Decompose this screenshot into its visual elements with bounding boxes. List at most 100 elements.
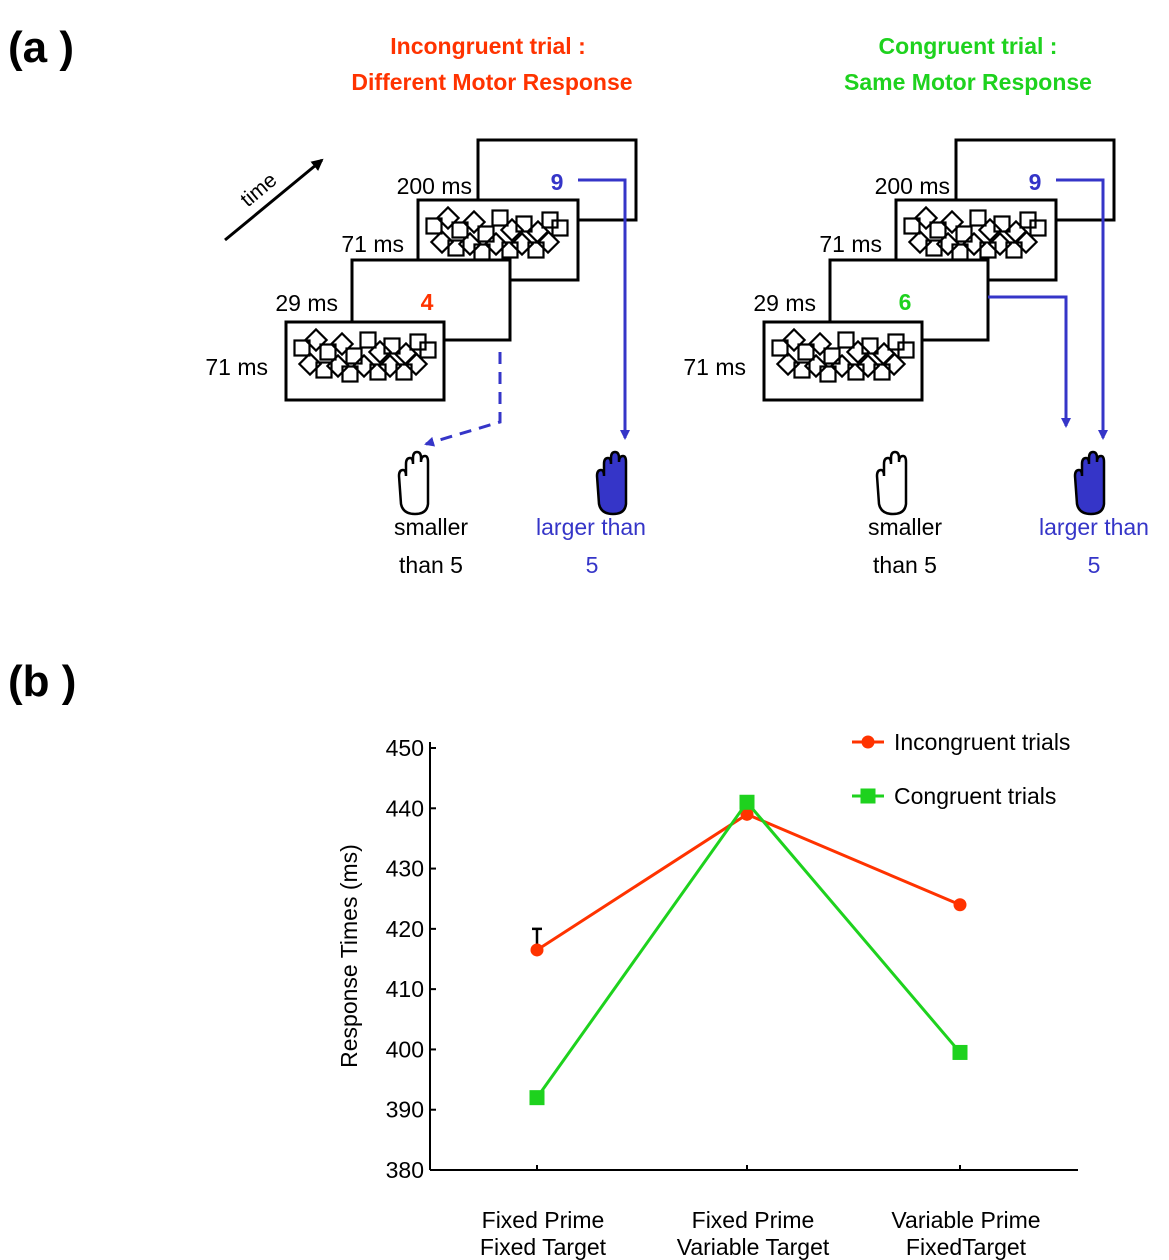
mask-shape bbox=[993, 215, 1011, 233]
response-left-line1: smaller bbox=[868, 514, 942, 540]
data-point bbox=[739, 794, 755, 810]
duration-mask1: 71 ms bbox=[683, 354, 746, 380]
mask-shape bbox=[395, 363, 413, 381]
y-axis-ticks: 380 390 400 410 420 430 440 450 bbox=[386, 735, 436, 1183]
x-tick-label: Fixed Prime bbox=[692, 1207, 815, 1233]
chart-series bbox=[529, 794, 968, 1106]
duration-mask2: 71 ms bbox=[341, 231, 404, 257]
incongruent-title-line1: Incongruent trial : bbox=[390, 33, 586, 59]
x-tick-label: Fixed Target bbox=[480, 1234, 607, 1260]
mask-shape bbox=[819, 365, 837, 383]
duration-target: 200 ms bbox=[397, 173, 472, 199]
duration-prime: 29 ms bbox=[275, 290, 338, 316]
mask-shape bbox=[881, 351, 907, 377]
x-tick-label: Variable Target bbox=[677, 1234, 830, 1260]
response-right-line2: 5 bbox=[1088, 552, 1101, 578]
response-left-line1: smaller bbox=[394, 514, 468, 540]
mask-shape bbox=[477, 225, 495, 243]
data-point bbox=[953, 898, 967, 912]
prime-response-arrow bbox=[424, 352, 502, 447]
mask-shape bbox=[345, 347, 363, 365]
legend-marker bbox=[861, 735, 875, 749]
data-point bbox=[740, 807, 754, 821]
mask-shape bbox=[969, 209, 987, 227]
prime-response-arrow bbox=[988, 295, 1071, 428]
congruent-title-line2: Same Motor Response bbox=[844, 69, 1092, 95]
legend-marker bbox=[860, 788, 876, 804]
response-right-line2: 5 bbox=[586, 552, 599, 578]
mask-shape bbox=[797, 343, 815, 361]
panel-a-label: (a ) bbox=[8, 23, 74, 72]
incongruent-title-line2: Different Motor Response bbox=[351, 69, 632, 95]
mask-shape bbox=[987, 231, 1013, 257]
target-response-arrow bbox=[578, 178, 630, 440]
mask-shape bbox=[451, 221, 469, 239]
time-label: time bbox=[236, 168, 281, 211]
mask-shape bbox=[527, 241, 545, 259]
mask2-pattern bbox=[425, 205, 569, 261]
duration-target: 200 ms bbox=[875, 173, 950, 199]
mask-shape bbox=[955, 225, 973, 243]
duration-mask1: 71 ms bbox=[205, 354, 268, 380]
mask-shape bbox=[403, 351, 429, 377]
mask-shape bbox=[491, 209, 509, 227]
mask-shape bbox=[377, 353, 403, 379]
mask-shape bbox=[929, 221, 947, 239]
prime-digit: 6 bbox=[899, 289, 912, 315]
panel-b-label: (b ) bbox=[8, 657, 76, 706]
chart-legend: Incongruent trials Congruent trials bbox=[852, 729, 1070, 809]
data-point bbox=[952, 1044, 968, 1060]
mask-shape bbox=[319, 343, 337, 361]
x-tick-label: Fixed Prime bbox=[482, 1207, 605, 1233]
legend-label: Incongruent trials bbox=[894, 729, 1070, 755]
y-tick-label: 400 bbox=[386, 1036, 424, 1062]
time-arrow bbox=[224, 158, 324, 242]
incongruent-sequence: 9 200 ms 71 ms 4 29 ms 71 ms smaller tha… bbox=[205, 138, 646, 578]
mask-shape bbox=[419, 341, 437, 359]
mask-shape bbox=[861, 337, 879, 355]
mask-shape bbox=[771, 339, 789, 357]
mask-shape bbox=[351, 353, 377, 379]
mask1-pattern bbox=[293, 327, 437, 383]
mask-shape bbox=[293, 339, 311, 357]
right-hand-icon bbox=[595, 450, 628, 516]
target-digit: 9 bbox=[1029, 169, 1042, 195]
mask-shape bbox=[483, 231, 509, 257]
duration-mask2: 71 ms bbox=[819, 231, 882, 257]
target-digit: 9 bbox=[551, 169, 564, 195]
mask-shape bbox=[873, 363, 891, 381]
mask-shape bbox=[1013, 229, 1039, 255]
series-line bbox=[535, 799, 962, 1099]
right-hand-icon bbox=[1073, 450, 1106, 516]
mask-shape bbox=[535, 229, 561, 255]
legend-label: Congruent trials bbox=[894, 783, 1056, 809]
mask-shape bbox=[297, 351, 323, 377]
mask-shape bbox=[341, 365, 359, 383]
mask-shape bbox=[515, 215, 533, 233]
mask-shape bbox=[837, 331, 855, 349]
y-tick-label: 390 bbox=[386, 1097, 424, 1123]
left-hand-icon bbox=[875, 450, 908, 516]
mask-shape bbox=[829, 353, 855, 379]
mask-shape bbox=[383, 337, 401, 355]
x-tick-label: FixedTarget bbox=[906, 1234, 1027, 1260]
congruent-sequence: 9 200 ms 71 ms 6 29 ms 71 ms smaller tha… bbox=[683, 138, 1149, 578]
prime-digit: 4 bbox=[421, 289, 434, 315]
congruent-title-line1: Congruent trial : bbox=[879, 33, 1058, 59]
series-line bbox=[536, 812, 961, 952]
mask-shape bbox=[903, 217, 921, 235]
x-tick-label: Variable Prime bbox=[891, 1207, 1040, 1233]
data-point bbox=[530, 943, 544, 957]
response-left-line2: than 5 bbox=[399, 552, 463, 578]
target-response-arrow bbox=[1056, 178, 1108, 440]
mask2-pattern bbox=[903, 205, 1047, 261]
data-point bbox=[529, 1090, 545, 1106]
mask-shape bbox=[855, 353, 881, 379]
mask1-pattern bbox=[771, 327, 915, 383]
mask-shape bbox=[1005, 241, 1023, 259]
duration-prime: 29 ms bbox=[753, 290, 816, 316]
y-tick-label: 380 bbox=[386, 1157, 424, 1183]
y-tick-label: 450 bbox=[386, 735, 424, 761]
y-axis-label: Response Times (ms) bbox=[336, 844, 362, 1068]
